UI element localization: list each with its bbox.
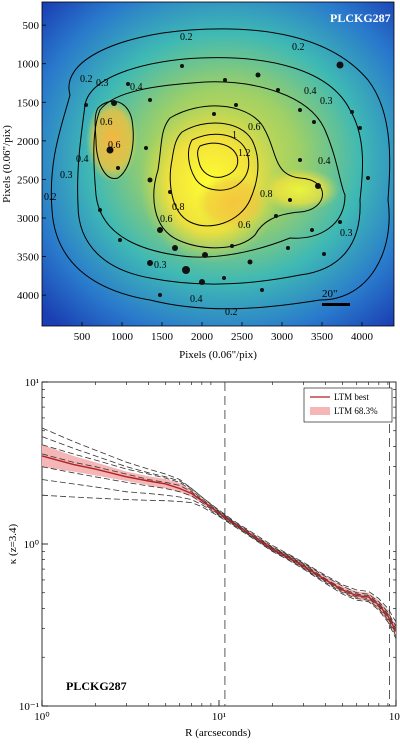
profile-x-axis-label: R (arcseconds) <box>185 727 251 739</box>
contour-label-0.4-s: 0.4 <box>190 294 203 305</box>
contour-label-1: 1 <box>232 130 237 141</box>
contour-1 <box>187 133 250 191</box>
contour-label-0.6-core-s: 0.6 <box>238 220 251 231</box>
profile-y-tick-label: 10⁻¹ <box>19 701 39 713</box>
map-x-ticks: 500 1000 1500 2000 2500 3000 3500 4000 <box>74 322 374 343</box>
contour-label-0.4-ne: 0.4 <box>304 86 317 97</box>
scale-bar-line <box>322 303 350 306</box>
profile-y-tick-label: 10¹ <box>25 377 39 389</box>
map-east-extension <box>260 168 340 212</box>
map-y-tick-label: 3000 <box>17 213 40 225</box>
map-y-tick-label: 1500 <box>17 97 40 109</box>
legend-swatch-band <box>310 407 330 415</box>
contour-label-0.2-bottom: 0.2 <box>225 307 238 318</box>
profile-x-tick-label: 10⁰ <box>34 711 50 723</box>
ltm-best-line <box>41 455 397 632</box>
map-x-tick-label: 500 <box>74 331 91 343</box>
contour-label-0.8: 0.8 <box>260 189 273 200</box>
map-x-tick-label: 1000 <box>111 331 134 343</box>
map-x-tick-label: 3000 <box>271 331 294 343</box>
contour-label-0.6-west2: 0.6 <box>108 140 121 151</box>
contour-label-0.3-e: 0.3 <box>340 228 353 239</box>
profile-frame <box>41 381 397 707</box>
legend-label-band: LTM 68.3% <box>334 406 378 416</box>
ltm-68-band <box>42 444 396 637</box>
galaxy-dots <box>84 61 370 297</box>
contour-0.2 <box>50 28 391 310</box>
scale-bar-label: 20" <box>322 288 338 300</box>
map-y-tick-label: 1000 <box>17 59 40 71</box>
legend: LTM best LTM 68.3% <box>303 387 393 423</box>
dashed-curve <box>41 427 397 623</box>
contour-label-0.2-west: 0.2 <box>44 192 57 203</box>
contour-label-0.6-west: 0.6 <box>100 117 113 128</box>
map-y-axis-label: Pixels (0.06"/pix) <box>1 125 13 203</box>
contour-label-0.2-left: 0.2 <box>80 74 93 85</box>
contour-label-0.6-core: 0.6 <box>160 214 173 225</box>
convergence-map: 0.2 0.2 0.2 0.2 0.2 0.3 0.3 0.3 0.3 0.3 … <box>42 2 394 326</box>
contour-label-0.3-s: 0.3 <box>154 260 167 271</box>
contour-label-0.3-ne: 0.3 <box>320 96 333 107</box>
contour-label-0.3-w: 0.3 <box>60 170 73 181</box>
contour-label-0.6-core-n: 0.6 <box>248 122 261 133</box>
contour-label-0.2-right: 0.2 <box>292 42 305 53</box>
map-cluster-label: PLCKG287 <box>330 11 391 25</box>
contour-lines <box>50 28 391 310</box>
map-x-tick-label: 2000 <box>191 331 214 343</box>
legend-box <box>303 387 393 423</box>
map-x-tick-label: 3500 <box>311 331 334 343</box>
contour-label-0.4-w: 0.4 <box>76 154 89 165</box>
contour-label-0.4-e: 0.4 <box>318 156 331 167</box>
contour-0.8 <box>169 122 259 227</box>
map-y-tick-label: 4000 <box>17 290 40 302</box>
map-y-tick-label: 2000 <box>17 136 40 148</box>
profile-x-tick-label: 10² <box>389 711 400 723</box>
contour-label-0.2-top: 0.2 <box>180 32 193 43</box>
map-y-tick-label: 3500 <box>17 252 40 264</box>
dashed-curve <box>41 479 397 637</box>
map-y-tick-label: 500 <box>23 20 40 32</box>
profile-vertical-lines <box>224 382 390 706</box>
contour-label-0.3-nw: 0.3 <box>96 78 109 89</box>
map-x-axis-label: Pixels (0.06"/pix) <box>179 349 257 361</box>
profile-cluster-label: PLCKG287 <box>66 679 127 693</box>
contour-label-0.4-n: 0.4 <box>130 82 143 93</box>
contour-1.2 <box>197 142 239 178</box>
profile-y-axis-label: κ (z=3.4) <box>7 523 19 564</box>
contour-labels: 0.2 0.2 0.2 0.2 0.2 0.3 0.3 0.3 0.3 0.3 … <box>44 32 353 318</box>
map-frame <box>41 1 395 327</box>
contour-0.6-west <box>94 100 134 179</box>
legend-label-best: LTM best <box>334 392 369 402</box>
map-x-tick-label: 1500 <box>151 331 174 343</box>
map-y-ticks: 500 1000 1500 2000 2500 3000 3500 4000 <box>17 20 46 302</box>
map-y-tick-label: 2500 <box>17 174 40 186</box>
contour-label-0.8-w: 0.8 <box>172 202 185 213</box>
dashed-curve <box>41 494 397 639</box>
scale-bar: 20" <box>322 288 350 306</box>
map-core-orange <box>196 174 268 230</box>
profile-y-tick-label: 10⁰ <box>24 539 40 551</box>
dashed-curve <box>41 466 397 634</box>
contour-label-1.2: 1.2 <box>238 148 251 159</box>
map-x-tick-label: 2500 <box>231 331 254 343</box>
profile-x-tick-label: 10¹ <box>212 711 226 723</box>
contour-0.3 <box>77 57 364 285</box>
contour-0.6-core <box>153 105 323 249</box>
dashed-curve <box>41 436 397 627</box>
map-x-tick-label: 4000 <box>351 331 374 343</box>
